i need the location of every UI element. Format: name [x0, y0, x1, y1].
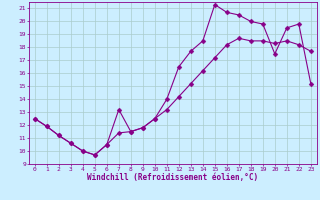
X-axis label: Windchill (Refroidissement éolien,°C): Windchill (Refroidissement éolien,°C) [87, 173, 258, 182]
